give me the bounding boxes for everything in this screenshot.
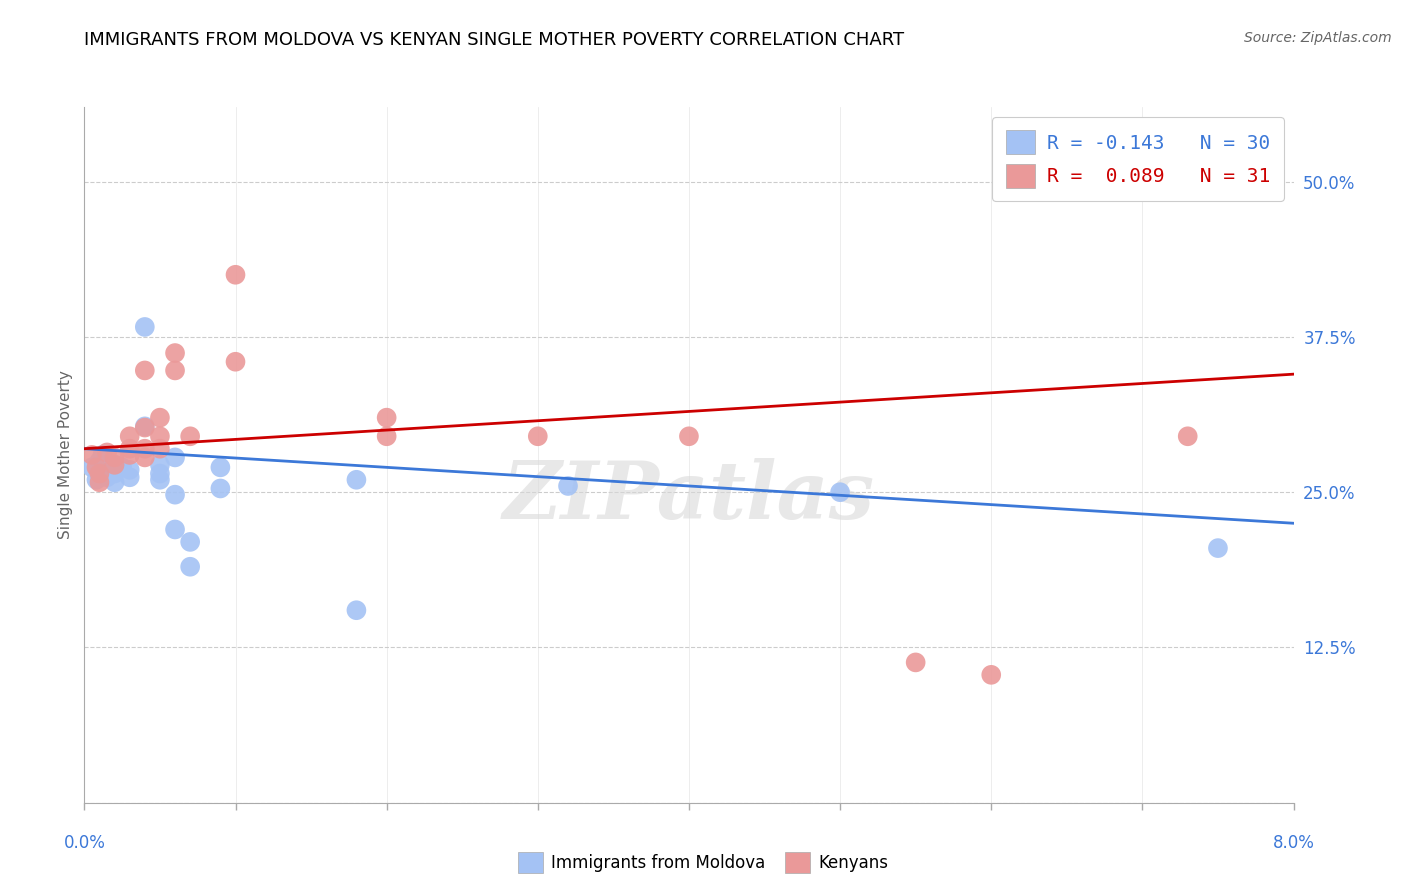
Point — [179, 535, 201, 549]
Text: 8.0%: 8.0% — [1272, 834, 1315, 852]
Point — [134, 450, 156, 465]
Point — [111, 460, 134, 475]
Point — [179, 429, 201, 443]
Point — [86, 473, 108, 487]
Point — [134, 363, 156, 377]
Point — [346, 473, 368, 487]
Point — [149, 467, 172, 481]
Point — [165, 346, 187, 360]
Point — [134, 442, 156, 456]
Point — [96, 470, 118, 484]
Point — [225, 355, 247, 369]
Point — [149, 442, 172, 456]
Point — [91, 448, 114, 462]
Text: Source: ZipAtlas.com: Source: ZipAtlas.com — [1244, 31, 1392, 45]
Point — [104, 450, 127, 465]
Point — [134, 320, 156, 334]
Point — [118, 470, 141, 484]
Point — [209, 460, 232, 475]
Point — [118, 429, 141, 443]
Point — [165, 450, 187, 465]
Point — [557, 479, 579, 493]
Point — [179, 559, 201, 574]
Point — [165, 363, 187, 377]
Text: IMMIGRANTS FROM MOLDOVA VS KENYAN SINGLE MOTHER POVERTY CORRELATION CHART: IMMIGRANTS FROM MOLDOVA VS KENYAN SINGLE… — [84, 31, 904, 49]
Text: 0.0%: 0.0% — [63, 834, 105, 852]
Point — [527, 429, 550, 443]
Point — [104, 467, 127, 481]
Point — [678, 429, 700, 443]
Legend: R = -0.143   N = 30, R =  0.089   N = 31: R = -0.143 N = 30, R = 0.089 N = 31 — [993, 117, 1284, 202]
Point — [165, 488, 187, 502]
Point — [149, 458, 172, 472]
Point — [375, 410, 398, 425]
Point — [134, 419, 156, 434]
Point — [149, 473, 172, 487]
Point — [80, 448, 103, 462]
Point — [89, 475, 111, 490]
Point — [209, 482, 232, 496]
Point — [1177, 429, 1199, 443]
Text: ZIPatlas: ZIPatlas — [503, 458, 875, 535]
Y-axis label: Single Mother Poverty: Single Mother Poverty — [58, 370, 73, 540]
Point — [89, 467, 111, 481]
Point — [104, 475, 127, 490]
Point — [980, 668, 1002, 682]
Point — [96, 445, 118, 459]
Point — [86, 460, 108, 475]
Point — [1206, 541, 1229, 555]
Point — [346, 603, 368, 617]
Point — [96, 463, 118, 477]
Point — [104, 458, 127, 472]
Point — [830, 485, 852, 500]
Point — [165, 523, 187, 537]
Point — [89, 467, 111, 481]
Point — [149, 410, 172, 425]
Point — [1132, 175, 1154, 189]
Point — [118, 448, 141, 462]
Point — [80, 460, 103, 475]
Point — [104, 458, 127, 472]
Point — [118, 442, 141, 456]
Legend: Immigrants from Moldova, Kenyans: Immigrants from Moldova, Kenyans — [510, 846, 896, 880]
Point — [134, 420, 156, 434]
Point — [89, 454, 111, 468]
Point — [149, 429, 172, 443]
Point — [375, 429, 398, 443]
Point — [904, 656, 927, 670]
Point — [225, 268, 247, 282]
Point — [118, 463, 141, 477]
